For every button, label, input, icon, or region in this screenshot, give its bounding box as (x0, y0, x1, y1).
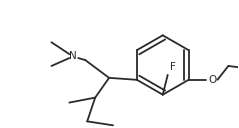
Text: N: N (69, 51, 77, 61)
Text: O: O (208, 75, 217, 85)
Text: F: F (170, 62, 176, 72)
